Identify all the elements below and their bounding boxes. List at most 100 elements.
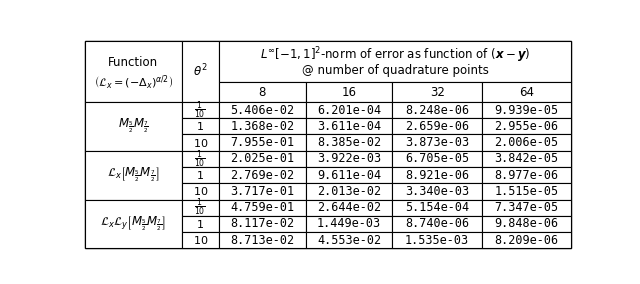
Text: 4.553e-02: 4.553e-02	[317, 234, 381, 247]
Bar	[392, 200, 482, 216]
Bar	[182, 216, 219, 232]
Text: 8.977e-06: 8.977e-06	[494, 169, 559, 182]
Bar	[219, 151, 306, 167]
Text: 3.873e-03: 3.873e-03	[405, 136, 469, 149]
Text: $\frac{1}{10}$: $\frac{1}{10}$	[195, 148, 206, 170]
Text: $10$: $10$	[193, 234, 208, 246]
Text: 3.340e-03: 3.340e-03	[405, 185, 469, 198]
Bar	[182, 167, 219, 183]
Text: 8.209e-06: 8.209e-06	[494, 234, 559, 247]
Bar	[392, 118, 482, 134]
Text: $\left(\mathcal{L}_x = (-\Delta_x)^{\alpha/2}\right)$: $\left(\mathcal{L}_x = (-\Delta_x)^{\alp…	[93, 73, 173, 91]
Bar	[482, 134, 571, 151]
Text: 8.385e-02: 8.385e-02	[317, 136, 381, 149]
Bar	[392, 183, 482, 200]
Text: 2.006e-05: 2.006e-05	[494, 136, 559, 149]
Text: 16: 16	[342, 85, 356, 99]
Bar	[219, 183, 306, 200]
Text: 3.922e-03: 3.922e-03	[317, 152, 381, 165]
Bar	[482, 82, 571, 102]
Bar	[182, 232, 219, 248]
Text: $\theta^2$: $\theta^2$	[193, 63, 207, 80]
Text: $10$: $10$	[193, 185, 208, 197]
Bar	[482, 216, 571, 232]
Bar	[182, 151, 219, 167]
Text: 3.717e-01: 3.717e-01	[230, 185, 294, 198]
Bar	[85, 151, 182, 200]
Text: $\mathcal{L}_x\mathcal{L}_y\left[M_{\frac{5}{2}}M_{\frac{7}{2}}\right]$: $\mathcal{L}_x\mathcal{L}_y\left[M_{\fra…	[100, 215, 166, 233]
Text: 4.759e-01: 4.759e-01	[230, 201, 294, 214]
Text: 2.025e-01: 2.025e-01	[230, 152, 294, 165]
Text: $10$: $10$	[193, 137, 208, 149]
Text: $\frac{1}{10}$: $\frac{1}{10}$	[195, 99, 206, 121]
Bar	[219, 200, 306, 216]
Text: 8.713e-02: 8.713e-02	[230, 234, 294, 247]
Bar	[482, 102, 571, 118]
Text: 9.939e-05: 9.939e-05	[494, 103, 559, 116]
Text: 7.955e-01: 7.955e-01	[230, 136, 294, 149]
Bar	[482, 232, 571, 248]
Bar	[219, 41, 571, 82]
Bar	[219, 102, 306, 118]
Bar	[219, 118, 306, 134]
Text: 5.406e-02: 5.406e-02	[230, 103, 294, 116]
Text: 8.921e-06: 8.921e-06	[405, 169, 469, 182]
Text: 2.659e-06: 2.659e-06	[405, 120, 469, 133]
Text: 1.535e-03: 1.535e-03	[405, 234, 469, 247]
Text: $1$: $1$	[196, 120, 204, 132]
Bar	[482, 151, 571, 167]
Bar	[182, 200, 219, 216]
Text: 32: 32	[429, 85, 445, 99]
Text: $M_{\frac{5}{2}}M_{\frac{7}{2}}$: $M_{\frac{5}{2}}M_{\frac{7}{2}}$	[118, 117, 149, 135]
Text: 8: 8	[259, 85, 266, 99]
Text: 8.740e-06: 8.740e-06	[405, 218, 469, 231]
Bar	[306, 183, 392, 200]
Text: @ number of quadrature points: @ number of quadrature points	[301, 64, 488, 77]
Bar	[392, 82, 482, 102]
Bar	[85, 200, 182, 248]
Text: 5.154e-04: 5.154e-04	[405, 201, 469, 214]
Bar	[482, 167, 571, 183]
Bar	[306, 232, 392, 248]
Bar	[219, 134, 306, 151]
Text: 2.955e-06: 2.955e-06	[494, 120, 559, 133]
Text: 9.611e-04: 9.611e-04	[317, 169, 381, 182]
Text: 9.848e-06: 9.848e-06	[494, 218, 559, 231]
Text: 2.769e-02: 2.769e-02	[230, 169, 294, 182]
Text: 1.368e-02: 1.368e-02	[230, 120, 294, 133]
Text: 8.248e-06: 8.248e-06	[405, 103, 469, 116]
Text: $1$: $1$	[196, 169, 204, 181]
Bar	[306, 167, 392, 183]
Bar	[392, 134, 482, 151]
Text: $L^{\infty}[-1,1]^2$-norm of error as function of $(\boldsymbol{x} - \boldsymbol: $L^{\infty}[-1,1]^2$-norm of error as fu…	[260, 45, 531, 65]
Bar	[392, 232, 482, 248]
Bar	[392, 151, 482, 167]
Bar	[482, 183, 571, 200]
Bar	[482, 200, 571, 216]
Bar	[182, 118, 219, 134]
Text: 6.201e-04: 6.201e-04	[317, 103, 381, 116]
Bar	[219, 232, 306, 248]
Bar	[306, 151, 392, 167]
Text: Function: Function	[108, 56, 158, 69]
Text: 64: 64	[519, 85, 534, 99]
Bar	[219, 82, 306, 102]
Bar	[182, 102, 219, 118]
Bar	[392, 216, 482, 232]
Bar	[306, 82, 392, 102]
Bar	[219, 216, 306, 232]
Text: 2.013e-02: 2.013e-02	[317, 185, 381, 198]
Text: $\frac{1}{10}$: $\frac{1}{10}$	[195, 197, 206, 218]
Text: $1$: $1$	[196, 218, 204, 230]
Text: 1.515e-05: 1.515e-05	[494, 185, 559, 198]
Bar	[182, 183, 219, 200]
Text: 8.117e-02: 8.117e-02	[230, 218, 294, 231]
Bar	[482, 118, 571, 134]
Text: $\mathcal{L}_x\left[M_{\frac{5}{2}}M_{\frac{7}{2}}\right]$: $\mathcal{L}_x\left[M_{\frac{5}{2}}M_{\f…	[107, 166, 159, 184]
Text: 1.449e-03: 1.449e-03	[317, 218, 381, 231]
Text: 6.705e-05: 6.705e-05	[405, 152, 469, 165]
Bar	[182, 41, 219, 102]
Bar	[392, 167, 482, 183]
Bar	[219, 167, 306, 183]
Bar	[306, 216, 392, 232]
